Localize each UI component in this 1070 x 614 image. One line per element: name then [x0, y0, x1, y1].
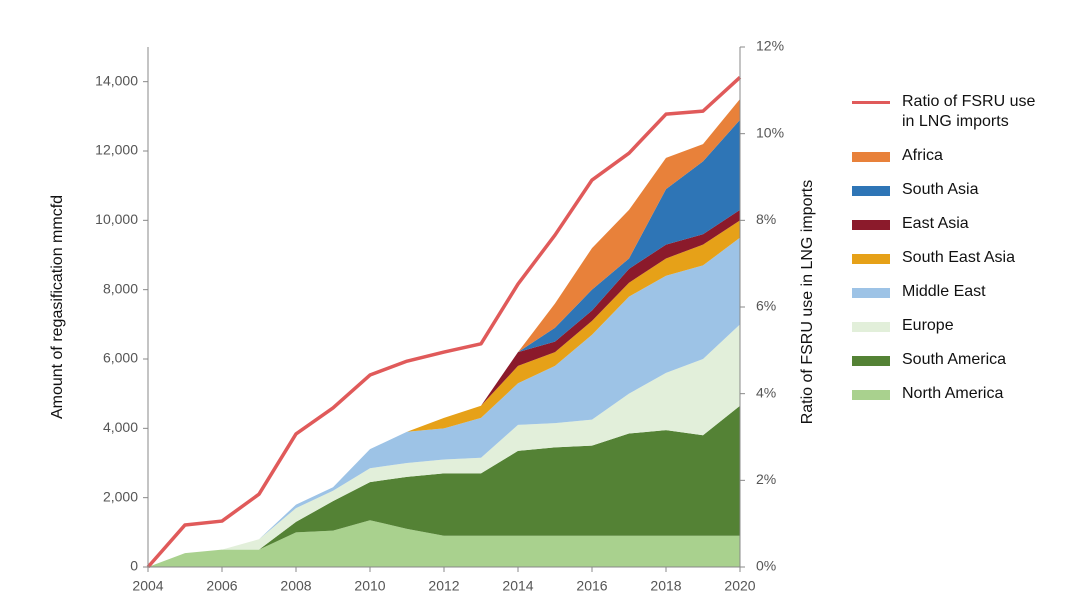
legend-swatch: [852, 101, 890, 104]
y-tick-label: 8,000: [103, 280, 138, 296]
y2-tick-label: 12%: [756, 38, 784, 54]
legend-swatch: [852, 220, 890, 230]
legend-swatch: [852, 356, 890, 366]
x-tick-label: 2006: [206, 578, 237, 594]
legend-label: South East Asia: [902, 249, 1015, 266]
legend: Ratio of FSRU use in LNG imports Africa So…: [852, 92, 1067, 418]
legend-swatch: [852, 186, 890, 196]
y2-tick-label: 2%: [756, 471, 776, 487]
legend-item: East Asia: [852, 214, 1067, 234]
legend-label: Africa: [902, 147, 943, 164]
legend-label: South America: [902, 351, 1007, 368]
area: [148, 209, 740, 567]
y2-tick-label: 4%: [756, 384, 776, 400]
line: [146, 76, 742, 569]
legend-swatch: [852, 390, 890, 400]
y2-tick-label: 8%: [756, 211, 776, 227]
legend-label: Ratio of FSRU use in LNG imports: [902, 93, 1036, 130]
legend-item: Middle East: [852, 282, 1067, 302]
y2-tick-label: 0%: [756, 558, 776, 574]
y-tick-label: 2,000: [103, 488, 138, 504]
legend-swatch: [852, 288, 890, 298]
x-tick-label: 2012: [428, 578, 459, 594]
area: [148, 520, 740, 567]
x-tick-label: 2014: [502, 578, 533, 594]
legend-label: Middle East: [902, 283, 986, 300]
legend-item: Africa: [852, 146, 1067, 166]
area: [148, 220, 740, 568]
legend-item: North America: [852, 384, 1067, 404]
legend-label: South Asia: [902, 181, 979, 198]
y-axis-title: Amount of regasification mmcfd: [49, 195, 66, 419]
x-tick-label: 2020: [724, 578, 755, 594]
legend-label: Europe: [902, 317, 954, 334]
x-tick-label: 2018: [650, 578, 681, 594]
x-tick-label: 2010: [354, 578, 385, 594]
area: [148, 405, 740, 567]
y2-tick-label: 10%: [756, 124, 784, 140]
legend-label: East Asia: [902, 215, 969, 232]
y-tick-label: 0: [130, 558, 138, 574]
y-tick-label: 4,000: [103, 419, 138, 435]
legend-item: Ratio of FSRU use in LNG imports: [852, 92, 1067, 132]
x-tick-label: 2008: [280, 578, 311, 594]
legend-swatch: [852, 322, 890, 332]
legend-item: South America: [852, 350, 1067, 370]
y-tick-label: 10,000: [95, 211, 138, 227]
x-tick-label: 2004: [132, 578, 163, 594]
legend-item: Europe: [852, 316, 1067, 336]
y-tick-label: 12,000: [95, 142, 138, 158]
legend-item: South East Asia: [852, 248, 1067, 268]
y2-tick-label: 6%: [756, 298, 776, 314]
legend-swatch: [852, 254, 890, 264]
y-tick-label: 6,000: [103, 350, 138, 366]
legend-swatch: [852, 152, 890, 162]
y-tick-label: 14,000: [95, 72, 138, 88]
legend-label: North America: [902, 385, 1004, 402]
x-tick-label: 2016: [576, 578, 607, 594]
y2-axis-title: Ratio of FSRU use in LNG imports: [799, 180, 816, 425]
legend-item: South Asia: [852, 180, 1067, 200]
